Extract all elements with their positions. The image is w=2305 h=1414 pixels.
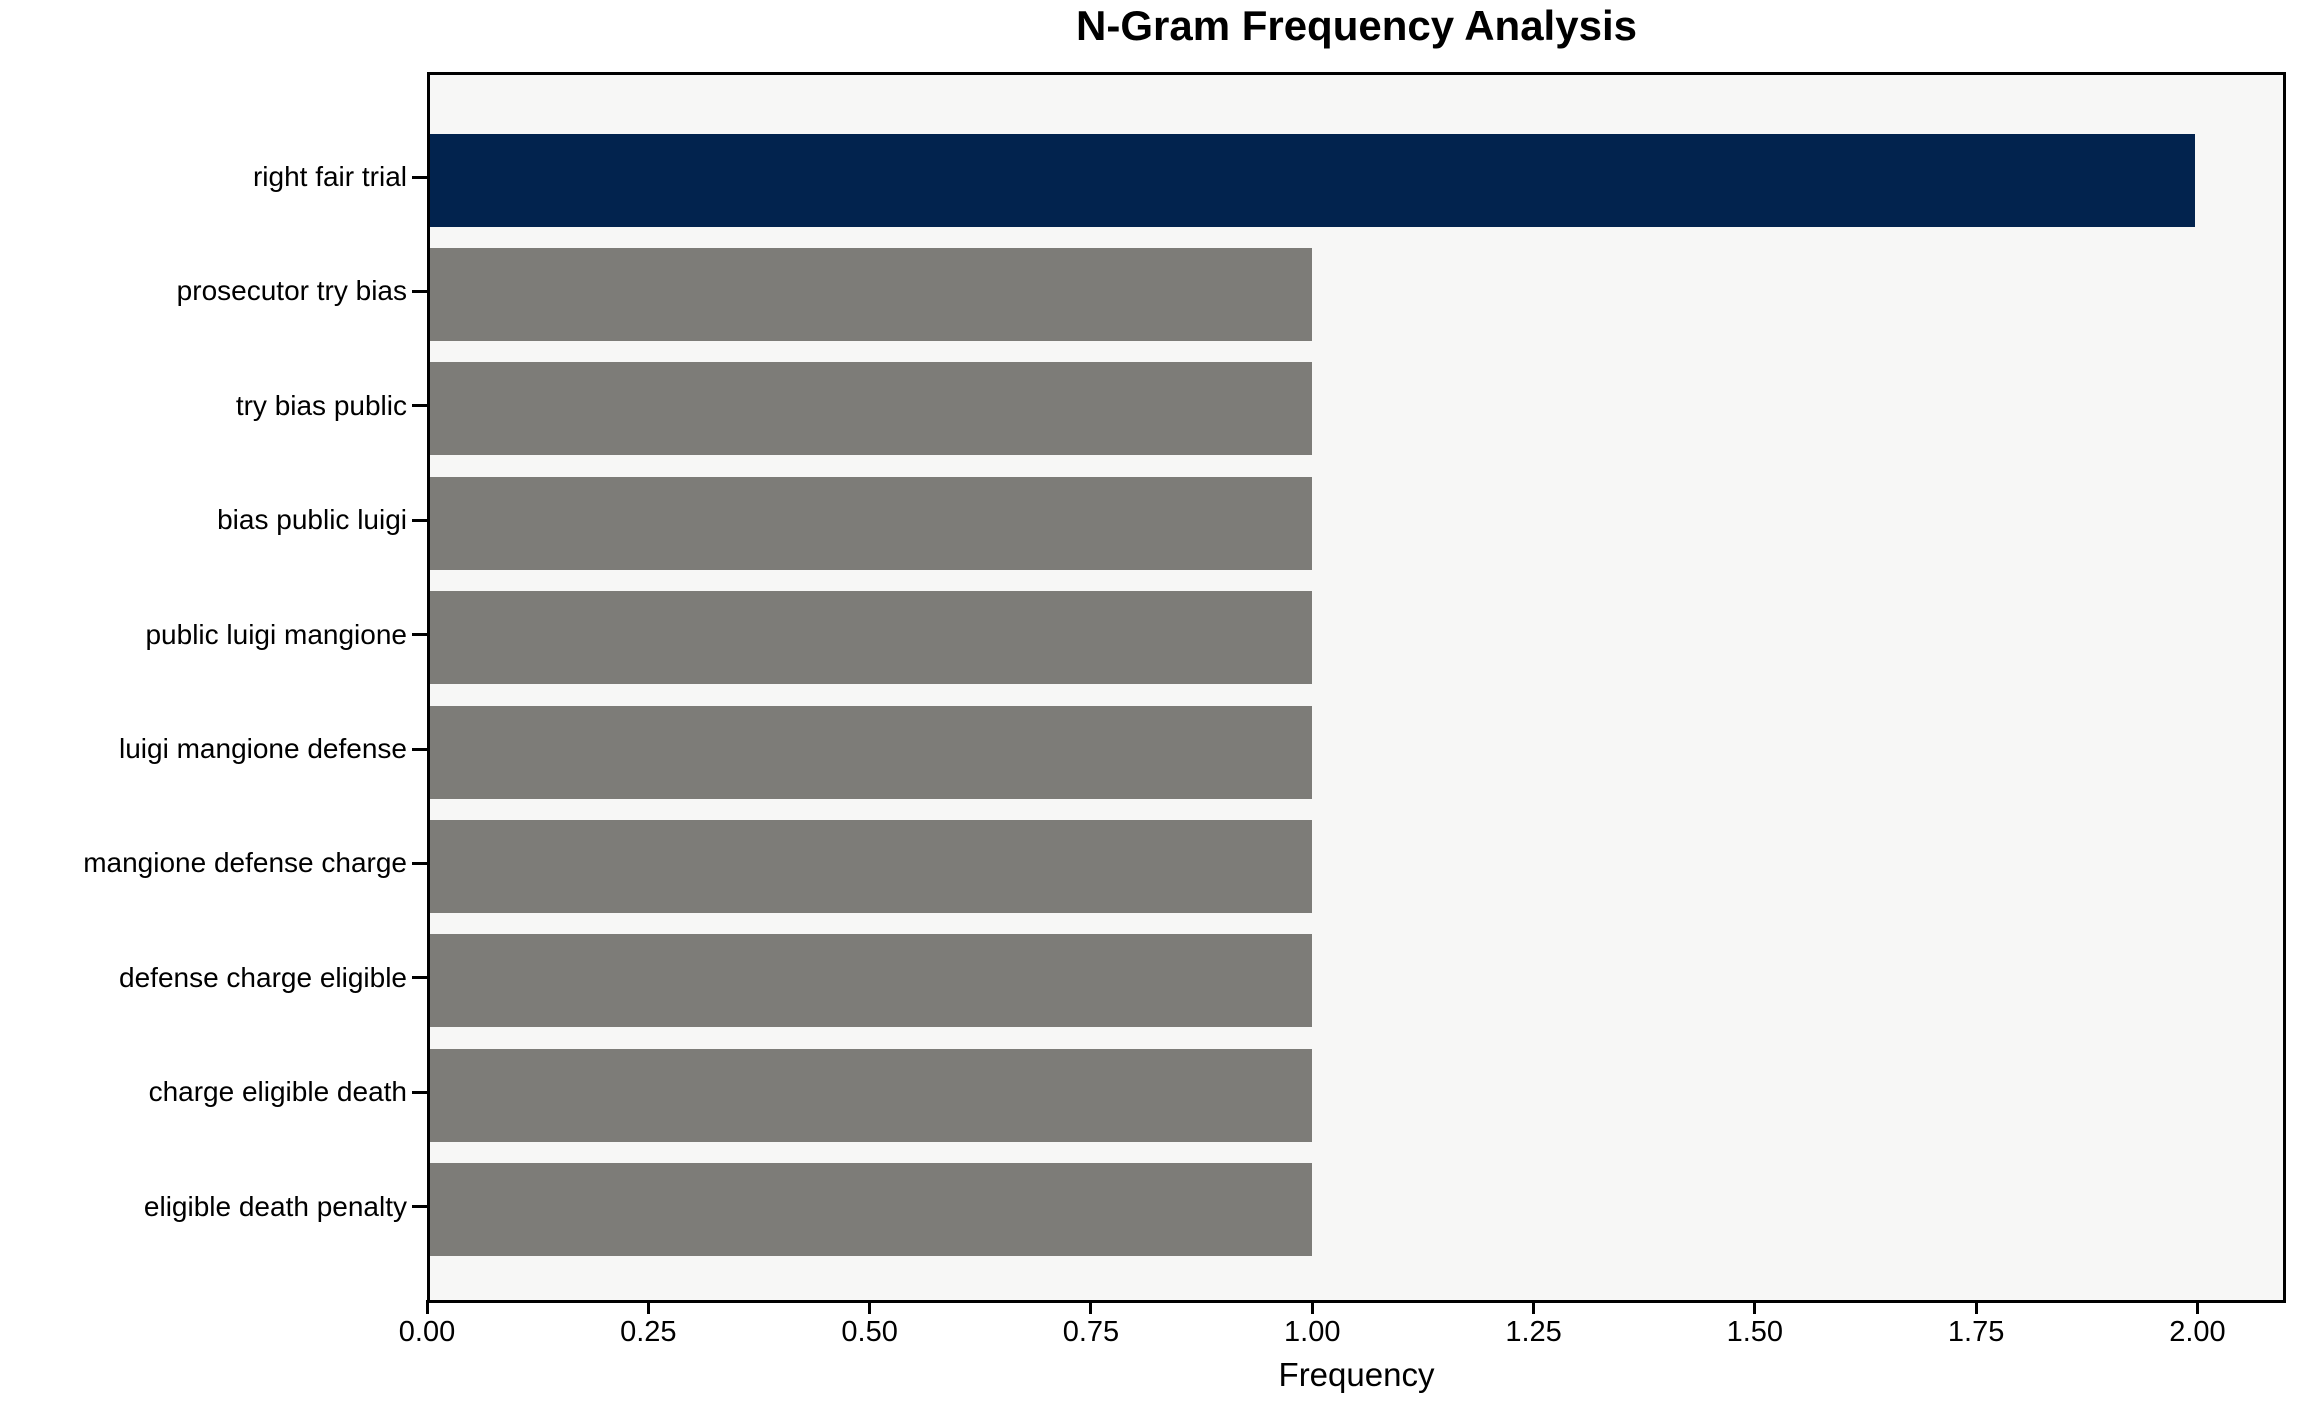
x-axis-title: Frequency (1278, 1356, 1435, 1393)
bar-mangione-defense-charge (430, 819, 1313, 913)
y-tick-mark (412, 518, 427, 522)
y-tick-label-try-bias-public: try bias public (235, 389, 407, 421)
x-tick-label-1.50: 1.50 (1726, 1316, 1784, 1348)
bar-eligible-death-penalty (430, 1163, 1313, 1257)
bar-try-bias-public (430, 362, 1313, 456)
y-tick-mark (412, 404, 427, 408)
x-tick-mark (2195, 1300, 2199, 1314)
x-tick-label-2.00: 2.00 (2169, 1316, 2226, 1348)
bar-public-luigi-mangione (430, 591, 1313, 685)
y-tick-label-luigi-mangione-defense: luigi mangione defense (119, 733, 407, 764)
x-tick-label-0.75: 0.75 (1062, 1316, 1120, 1348)
x-tick-mark (1974, 1300, 1978, 1314)
x-tick-mark (1089, 1300, 1093, 1314)
y-tick-mark (412, 1090, 427, 1094)
x-tick-mark (425, 1300, 429, 1314)
y-tick-label-bias-public-luigi: bias public luigi (217, 504, 407, 536)
y-tick-label-right-fair-trial: right fair trial (252, 161, 407, 192)
x-tick-label-0.25: 0.25 (620, 1316, 677, 1348)
y-tick-mark (412, 175, 427, 179)
x-tick-mark (1532, 1300, 1536, 1314)
plot-area (427, 72, 2286, 1303)
bar-right-fair-trial (430, 133, 2195, 227)
y-tick-mark (412, 1205, 427, 1209)
y-tick-label-defense-charge-eligible: defense charge eligible (119, 961, 407, 993)
y-tick-mark (412, 861, 427, 865)
y-tick-label-charge-eligible-death: charge eligible death (148, 1076, 407, 1108)
x-tick-mark (1310, 1300, 1314, 1314)
x-tick-label-0.50: 0.50 (841, 1316, 898, 1348)
x-tick-label-1.75: 1.75 (1947, 1316, 2005, 1348)
bar-charge-eligible-death (430, 1048, 1313, 1142)
y-tick-label-public-luigi-mangione: public luigi mangione (145, 618, 407, 650)
x-tick-mark (868, 1300, 872, 1314)
y-tick-mark (412, 289, 427, 293)
y-tick-label-eligible-death-penalty: eligible death penalty (143, 1190, 407, 1222)
x-tick-mark (1753, 1300, 1757, 1314)
x-tick-label-1.25: 1.25 (1505, 1316, 1562, 1348)
y-tick-label-prosecutor-try-bias: prosecutor try bias (176, 275, 407, 307)
chart-title: N-Gram Frequency Analysis (1076, 2, 1637, 49)
x-tick-label-0.00: 0.00 (398, 1316, 456, 1348)
bar-bias-public-luigi (430, 476, 1313, 570)
bar-defense-charge-eligible (430, 934, 1313, 1028)
y-tick-label-mangione-defense-charge: mangione defense charge (83, 847, 407, 879)
x-tick-label-1.00: 1.00 (1284, 1316, 1341, 1348)
y-tick-mark (412, 976, 427, 980)
x-tick-mark (646, 1300, 650, 1314)
y-tick-mark (412, 633, 427, 637)
bar-prosecutor-try-bias (430, 247, 1313, 341)
y-tick-mark (412, 747, 427, 751)
bar-luigi-mangione-defense (430, 705, 1313, 799)
